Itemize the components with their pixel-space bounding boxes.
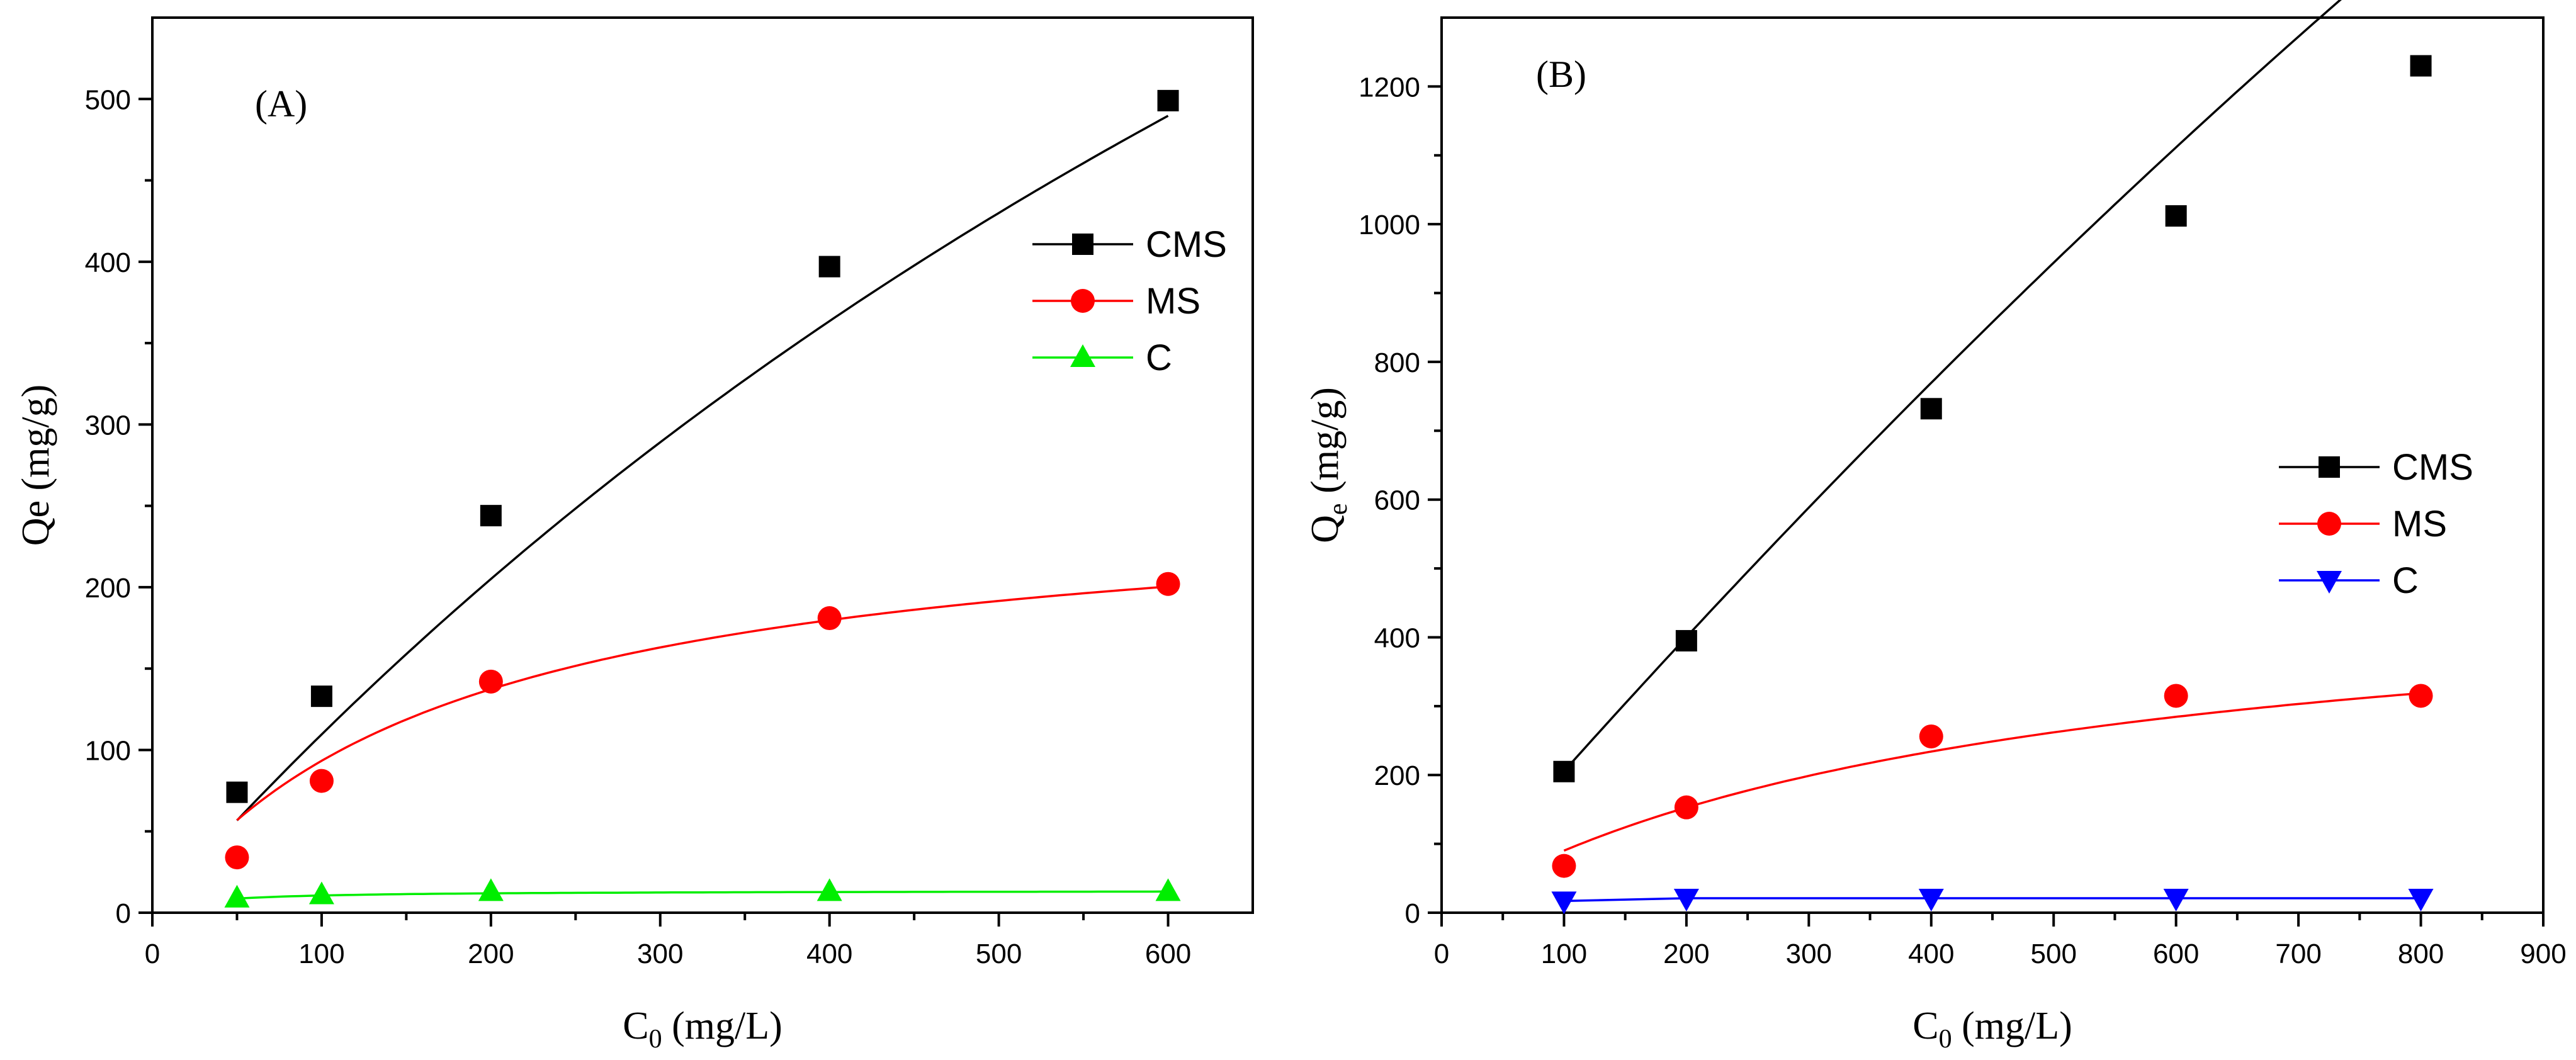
data-point-ms — [309, 769, 334, 793]
data-point-c — [1551, 891, 1577, 915]
data-point-c — [2163, 889, 2189, 912]
data-point-cms — [310, 685, 332, 708]
x-tick-label: 200 — [1663, 939, 1709, 969]
x-tick-label: 500 — [976, 939, 1022, 969]
legend-label-ms: MS — [1146, 281, 1200, 322]
legend-label-c: C — [2392, 560, 2419, 601]
data-point-ms — [1552, 854, 1576, 878]
legend-label-cms: CMS — [2392, 447, 2473, 488]
legend-marker-ms — [2317, 512, 2341, 536]
data-point-c — [308, 881, 334, 905]
x-tick-label: 100 — [1541, 939, 1587, 969]
data-point-ms — [1156, 572, 1180, 596]
x-tick-label: 0 — [1434, 939, 1449, 969]
x-tick-label: 400 — [806, 939, 852, 969]
x-tick-label: 600 — [2153, 939, 2199, 969]
y-axis-title: Qe (mg/g) — [14, 385, 57, 546]
data-point-cms — [226, 781, 248, 803]
x-tick-label: 700 — [2275, 939, 2321, 969]
data-point-c — [1155, 878, 1181, 901]
legend-marker-c — [2317, 571, 2342, 594]
data-point-ms — [478, 669, 503, 694]
data-point-cms — [2410, 55, 2432, 77]
plot-frame — [1440, 16, 2545, 914]
y-tick-label: 400 — [1374, 623, 1420, 653]
data-point-ms — [225, 845, 249, 870]
data-point-cms — [818, 256, 840, 278]
legend-label-cms: CMS — [1146, 224, 1227, 265]
legend-marker-ms — [1071, 289, 1095, 313]
data-point-cms — [1920, 398, 1942, 420]
y-tick-label: 500 — [85, 84, 131, 115]
panel-label: (A) — [255, 83, 307, 125]
legend-marker-cms — [1072, 234, 1093, 255]
data-point-cms — [1157, 89, 1179, 111]
x-axis-title: C0 (mg/L) — [1912, 1005, 2072, 1054]
series-line-cms — [236, 115, 1169, 821]
x-tick-label: 800 — [2398, 939, 2444, 969]
x-tick-label: 600 — [1145, 939, 1191, 969]
y-tick-label: 200 — [1374, 760, 1420, 791]
x-axis-title: C0 (mg/L) — [623, 1005, 782, 1054]
data-point-c — [1918, 889, 1944, 912]
data-point-ms — [1919, 724, 1943, 748]
data-point-c — [2408, 889, 2434, 912]
series-line-ms — [236, 585, 1168, 821]
y-tick-label: 1000 — [1359, 210, 1420, 240]
x-tick-label: 900 — [2520, 939, 2566, 969]
series-line-ms — [1563, 692, 2421, 852]
y-tick-label: 800 — [1374, 347, 1420, 378]
data-point-ms — [817, 606, 842, 631]
x-tick-label: 0 — [145, 939, 160, 969]
x-tick-label: 300 — [1786, 939, 1832, 969]
y-tick-label: 0 — [116, 898, 131, 929]
series-line-cms — [1563, 0, 2342, 772]
y-tick-label: 400 — [85, 247, 131, 278]
data-point-cms — [480, 505, 502, 527]
chart-panel-b: 0 100 200 300 400 500 600 700 800 900 0 200 400 600 80… — [1304, 0, 2567, 1054]
y-tick-label: 100 — [85, 735, 131, 766]
y-tick-label: 200 — [85, 573, 131, 604]
data-point-c — [478, 878, 504, 901]
data-point-c — [224, 884, 250, 908]
x-tick-label: 100 — [298, 939, 344, 969]
data-point-ms — [2164, 684, 2188, 708]
chart-panel-a: 0 100 200 300 400 500 600 0 100 200 300 400 500 C0 (m… — [14, 16, 1254, 1054]
panel-label: (B) — [1536, 54, 1586, 95]
data-point-c — [816, 878, 842, 901]
legend-marker-c — [1070, 344, 1095, 367]
legend-label-ms: MS — [2392, 504, 2447, 544]
x-tick-label: 400 — [1908, 939, 1954, 969]
x-tick-label: 500 — [2031, 939, 2077, 969]
data-point-cms — [1553, 760, 1575, 782]
legend-label-c: C — [1146, 337, 1172, 378]
data-point-ms — [1674, 795, 1698, 820]
data-point-cms — [2165, 205, 2187, 227]
y-axis-title: Qe (mg/g) — [1304, 387, 1353, 543]
series-line-c — [237, 890, 1168, 900]
legend-marker-cms — [2319, 456, 2340, 478]
y-tick-label: 0 — [1405, 898, 1420, 929]
x-tick-label: 200 — [468, 939, 514, 969]
y-tick-label: 1200 — [1359, 72, 1420, 103]
data-point-cms — [1675, 629, 1697, 651]
plot-frame — [151, 16, 1254, 914]
y-tick-label: 600 — [1374, 485, 1420, 516]
data-point-ms — [2409, 684, 2433, 708]
x-tick-label: 300 — [637, 939, 683, 969]
y-tick-label: 300 — [85, 410, 131, 441]
data-point-c — [1673, 889, 1699, 912]
